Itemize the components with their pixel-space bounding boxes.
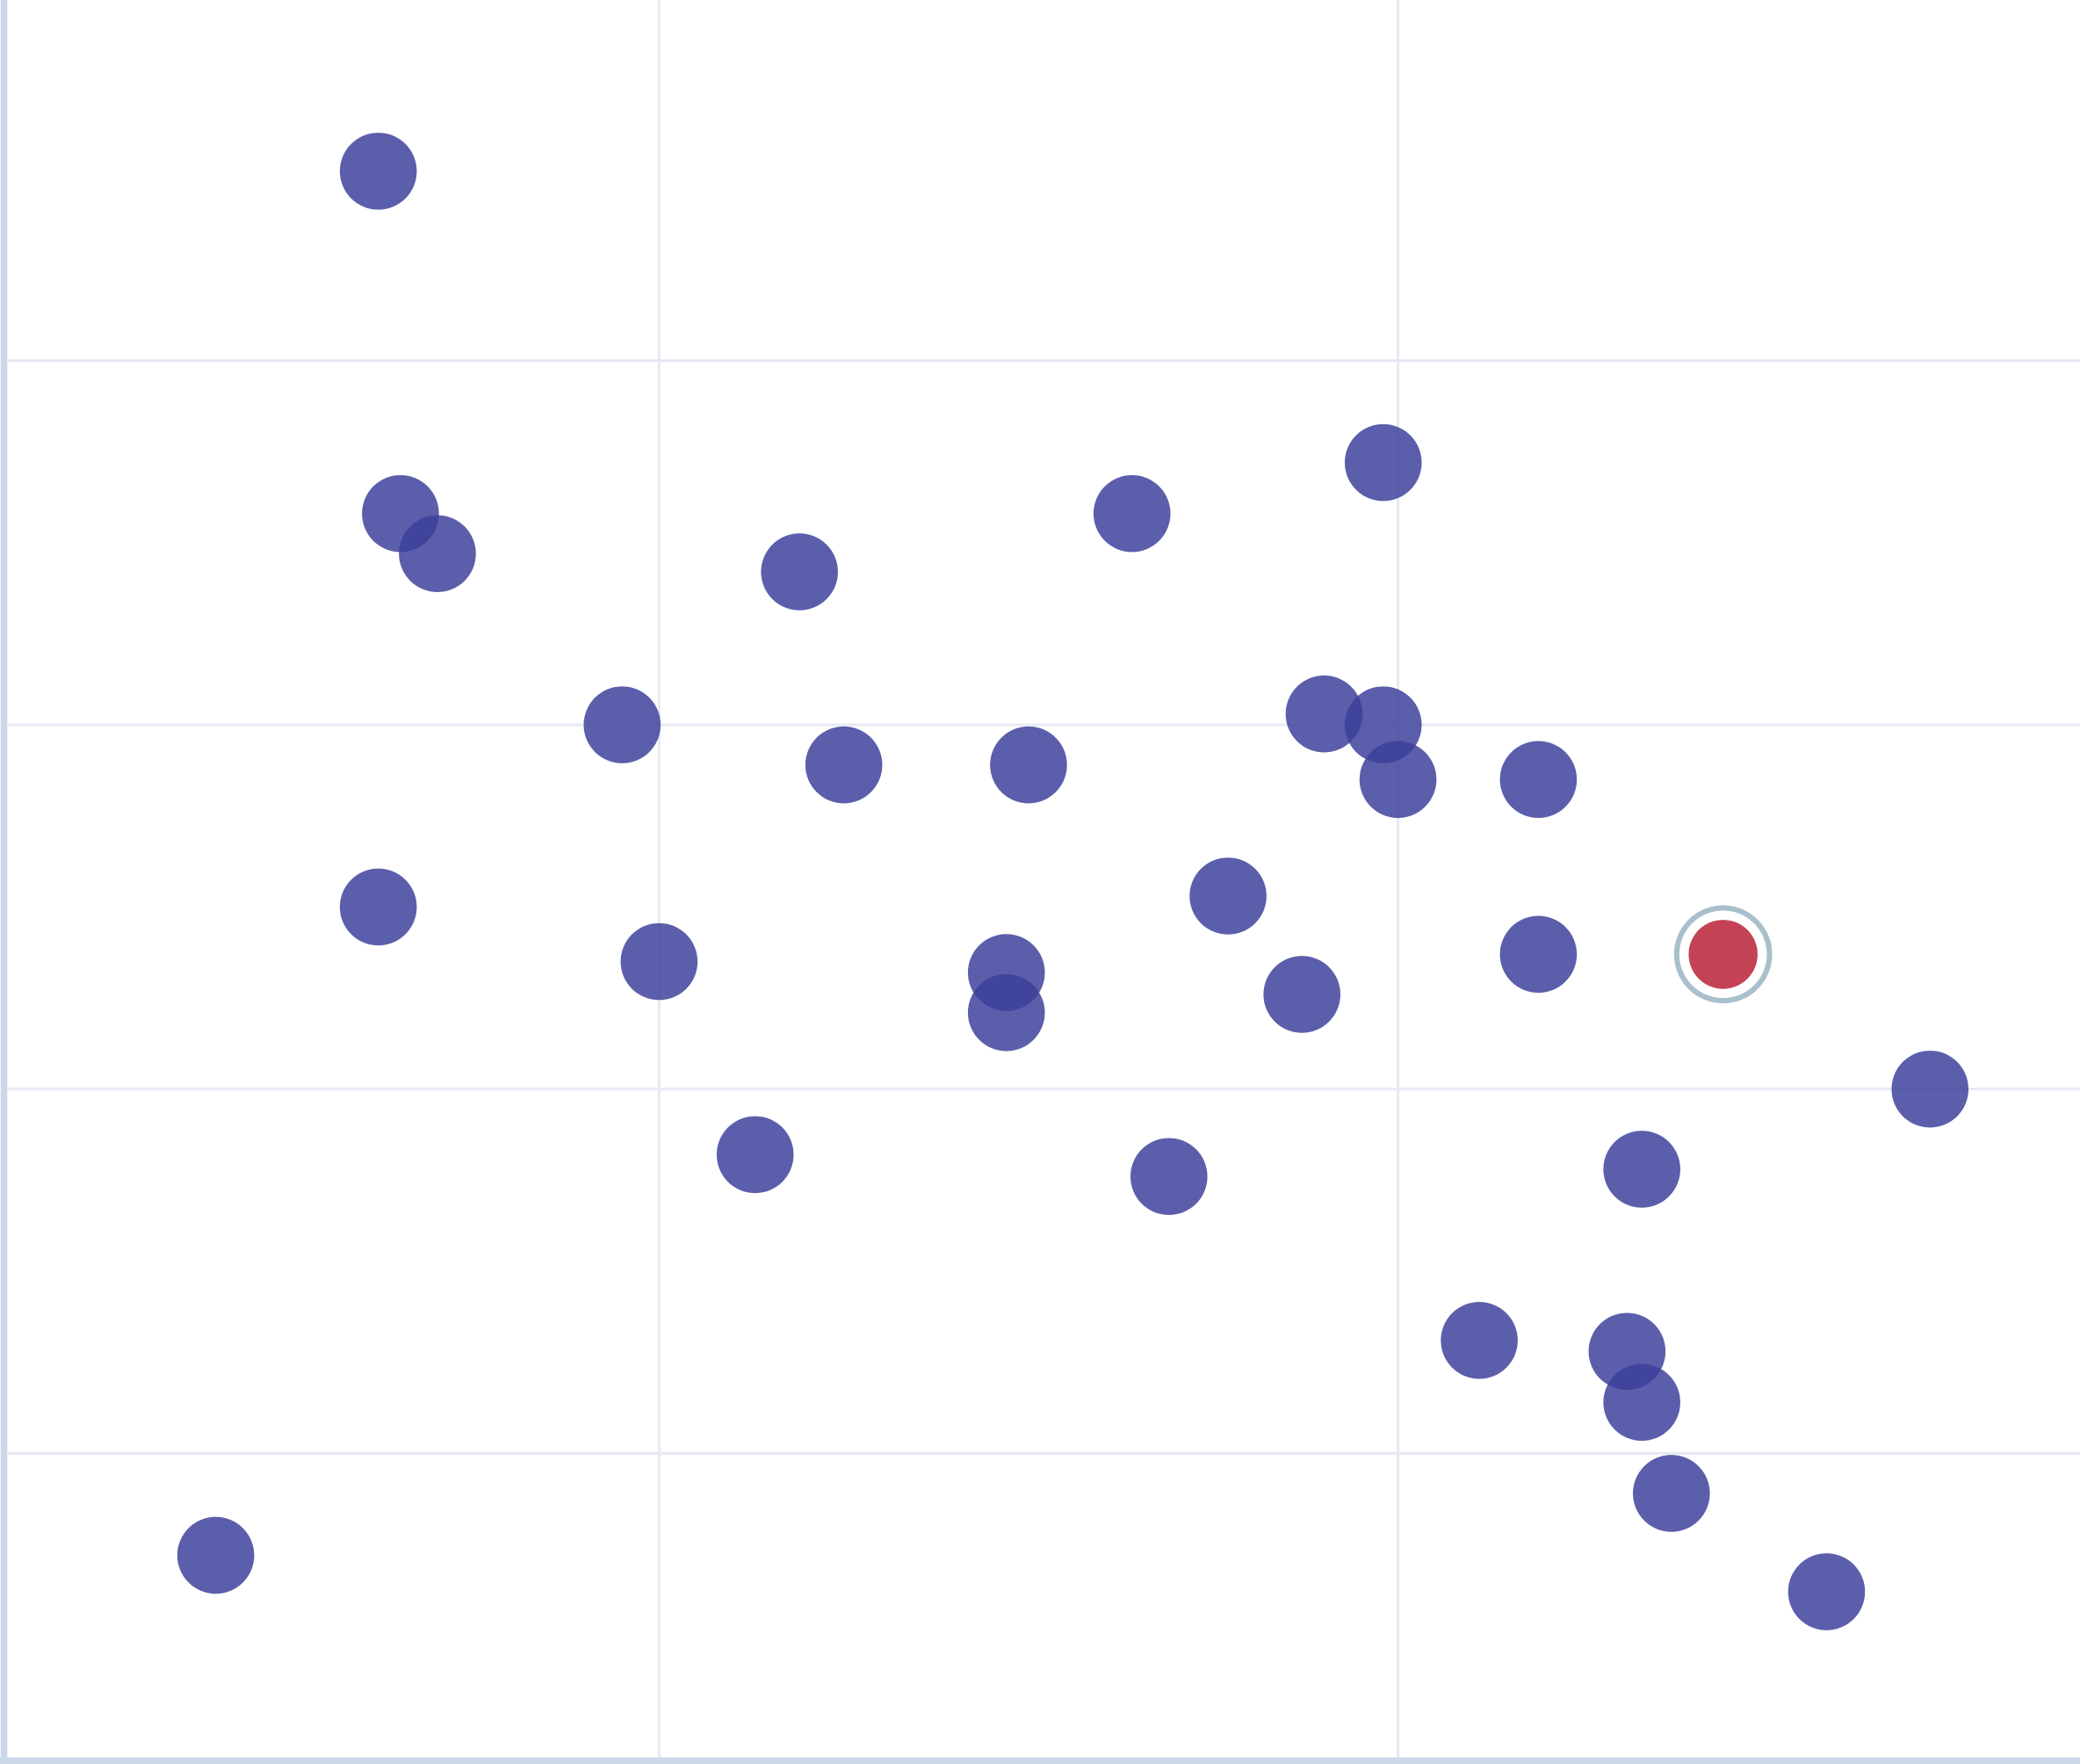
data-point: [1891, 1050, 1969, 1128]
data-point: [620, 922, 698, 1001]
data-point: [583, 686, 661, 763]
highlighted-data-point: [1688, 920, 1758, 989]
data-point: [1499, 741, 1578, 819]
data-point: [805, 726, 883, 804]
data-point: [1189, 857, 1267, 935]
data-point: [1788, 1553, 1866, 1630]
data-point: [716, 1116, 794, 1194]
data-point: [761, 533, 838, 611]
data-point: [990, 726, 1067, 804]
data-point: [1603, 1131, 1680, 1208]
data-points: [177, 133, 1969, 1630]
data-point: [1130, 1138, 1208, 1216]
data-point: [339, 133, 417, 210]
data-point: [1359, 741, 1437, 819]
data-point: [177, 1516, 255, 1594]
data-point: [399, 515, 476, 593]
gridlines: [6, 0, 2080, 1760]
data-point: [1633, 1455, 1710, 1532]
data-point: [1093, 474, 1171, 553]
data-point: [967, 973, 1045, 1052]
data-point: [339, 868, 417, 946]
data-point: [1441, 1302, 1518, 1379]
data-point: [1603, 1363, 1680, 1442]
data-point: [1344, 423, 1422, 502]
data-point: [1263, 956, 1340, 1033]
data-point: [1499, 915, 1578, 994]
data-point: [1285, 675, 1363, 753]
